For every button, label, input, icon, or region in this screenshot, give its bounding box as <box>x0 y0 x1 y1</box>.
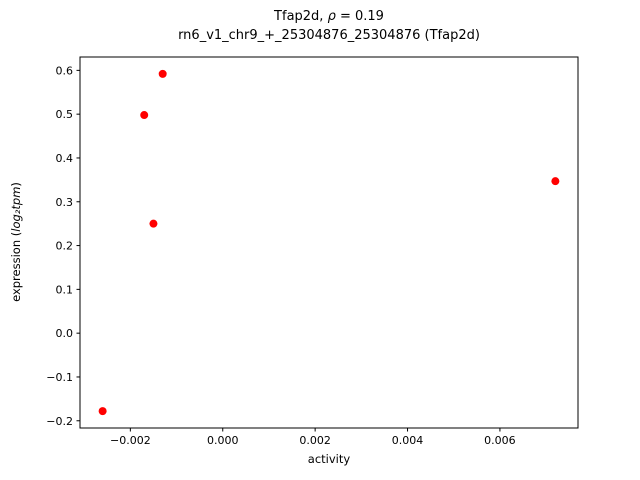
y-tick-label: 0.1 <box>56 283 74 296</box>
y-tick-label: 0.0 <box>56 327 74 340</box>
y-tick-label: 0.2 <box>56 240 74 253</box>
chart-title-suffix: = 0.19 <box>335 9 384 24</box>
x-tick-label: −0.002 <box>110 434 151 447</box>
y-axis-label: expression (log₂tpm) <box>9 182 23 302</box>
scatter-point <box>551 177 560 186</box>
y-axis-label-suffix: ) <box>9 182 23 187</box>
x-tick-label: 0.002 <box>299 434 331 447</box>
y-tick-label: 0.5 <box>56 108 74 121</box>
scatter-point <box>98 407 107 416</box>
scatter-point <box>149 219 158 228</box>
y-tick-label: −0.1 <box>46 371 73 384</box>
x-axis-label: activity <box>307 452 351 466</box>
y-tick-label: −0.2 <box>46 415 73 428</box>
y-axis-label-math: log₂tpm <box>9 186 23 232</box>
rho-symbol: ρ <box>327 9 336 24</box>
chart-subtitle: rn6_v1_chr9_+_25304876_25304876 (Tfap2d) <box>178 28 480 43</box>
y-axis-label-prefix: expression ( <box>9 231 23 302</box>
x-tick-label: 0.000 <box>207 434 239 447</box>
chart-title-prefix: Tfap2d, <box>274 9 328 24</box>
scatter-point <box>140 111 149 120</box>
y-tick-label: 0.6 <box>56 64 74 77</box>
axes-spines <box>79 56 579 429</box>
x-tick-label: 0.004 <box>392 434 424 447</box>
scatter-point <box>158 69 167 78</box>
y-tick-label: 0.4 <box>56 152 74 165</box>
y-tick-label: 0.3 <box>56 196 74 209</box>
chart-title: Tfap2d, ρ = 0.19 <box>80 9 578 24</box>
x-tick-label: 0.006 <box>484 434 516 447</box>
